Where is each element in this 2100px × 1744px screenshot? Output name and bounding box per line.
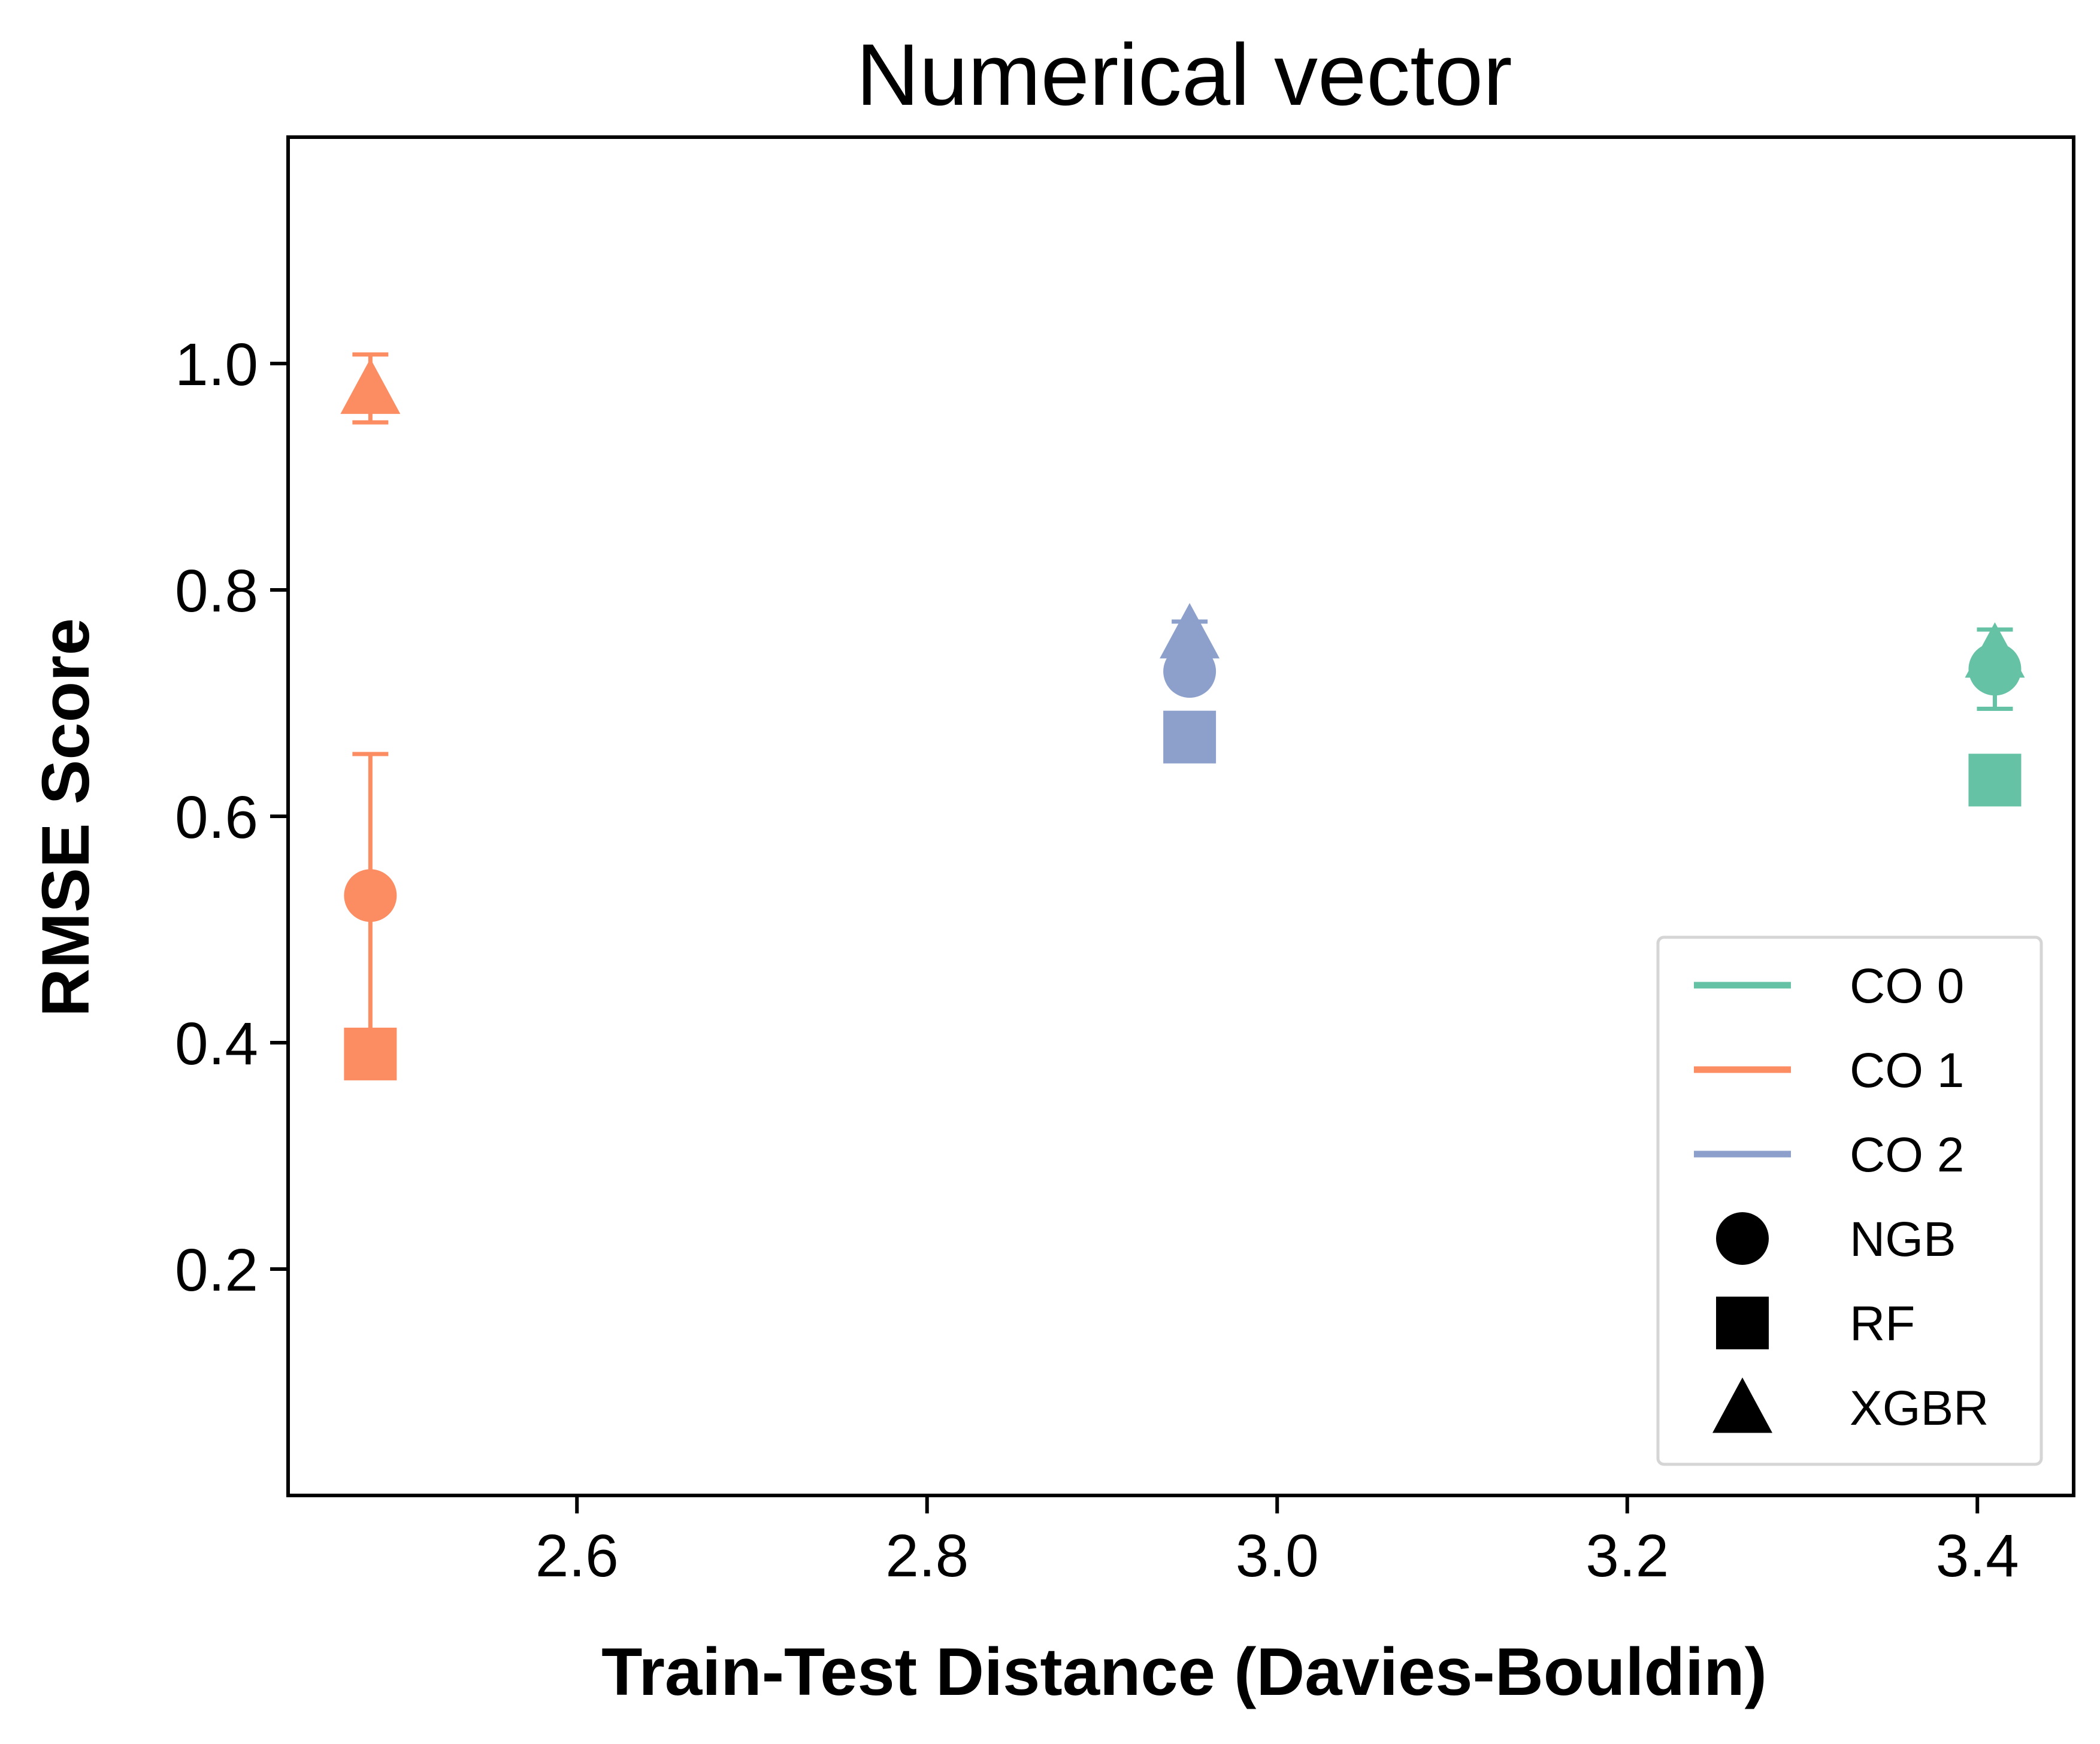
legend: CO 0 CO 1 CO 2 NGB RF XGBR [1656, 935, 2043, 1466]
y-tick-label: 0.4 [175, 1010, 258, 1077]
legend-marker-swatch [1712, 1377, 1772, 1433]
x-axis-label: Train-Test Distance (Davies-Bouldin) [601, 1634, 1767, 1709]
legend-label: RF [1850, 1297, 1915, 1351]
point-co2-xgbr [1160, 602, 1220, 659]
legend-label: XGBR [1850, 1381, 1989, 1436]
chart-title: Numerical vector [856, 26, 1512, 123]
x-tick-label: 2.6 [535, 1522, 619, 1589]
y-axis-label: RMSE Score [28, 618, 103, 1017]
point-co1-xgbr [340, 358, 401, 414]
point-co1-ngb [344, 869, 397, 922]
legend-label: CO 1 [1850, 1043, 1964, 1098]
plot-area [286, 135, 2075, 1497]
y-tick-label: 1.0 [175, 331, 258, 398]
point-co2-rf [1163, 710, 1217, 764]
data-points [340, 358, 2025, 1080]
x-tick-label: 3.2 [1585, 1522, 1669, 1589]
y-tick-label: 0.2 [175, 1237, 258, 1304]
x-tick-label: 2.8 [885, 1522, 969, 1589]
y-tick-label: 0.6 [175, 784, 258, 851]
point-co0-rf [1968, 753, 2022, 807]
x-axis-ticks: 2.6 2.8 3.0 3.2 3.4 [535, 1495, 2019, 1589]
legend-label: CO 2 [1850, 1128, 1964, 1182]
legend-marker-swatch [1716, 1212, 1769, 1265]
legend-marker-swatch [1716, 1297, 1769, 1349]
x-tick-label: 3.4 [1936, 1522, 2019, 1589]
legend-label: CO 0 [1850, 959, 1964, 1013]
y-axis-ticks: 0.2 0.4 0.6 0.8 1.0 [175, 331, 288, 1304]
legend-label: NGB [1850, 1212, 1956, 1267]
point-co1-rf [344, 1027, 397, 1080]
y-tick-label: 0.8 [175, 558, 258, 625]
x-tick-label: 3.0 [1236, 1522, 1319, 1589]
point-co0-xgbr [1965, 622, 2025, 678]
